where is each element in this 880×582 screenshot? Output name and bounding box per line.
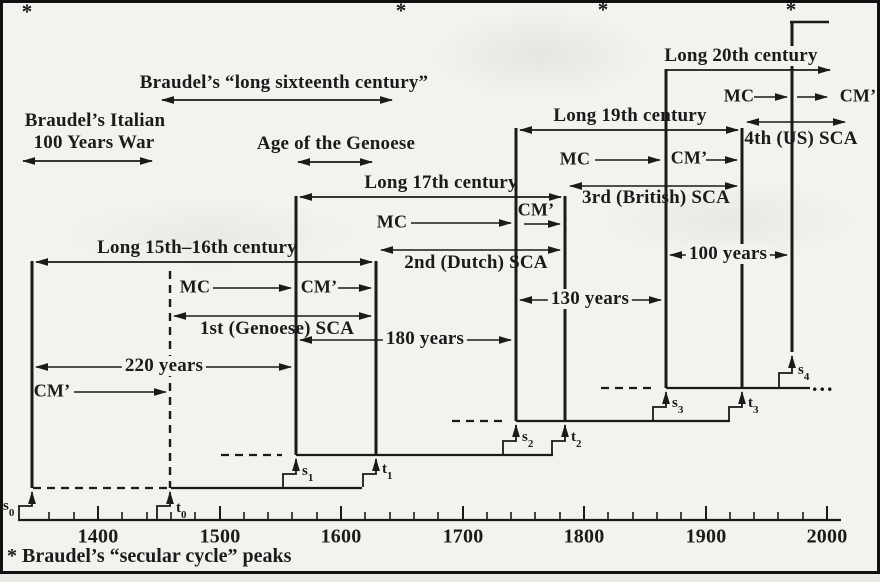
page-margin-strip [0, 574, 880, 582]
axis-year-1800: 1800 [563, 525, 605, 548]
peak-asterisk: * [395, 0, 407, 23]
label-braudel-long-sixteenth: Braudel’s “long sixteenth century” [139, 72, 429, 94]
braudel-annotation-arrows [22, 96, 393, 166]
label-long-19th-century: Long 19th century [553, 105, 707, 127]
label-cm-cycle2: CM’ [517, 199, 555, 220]
label-cm-cycle0: CM’ [33, 380, 71, 401]
label-sca-us: 4th (US) SCA [744, 128, 858, 150]
label-braudel-italian-line2: 100 Years War [33, 132, 155, 154]
label-sca-british: 3rd (British) SCA [581, 187, 731, 209]
timeline-axis [18, 506, 841, 522]
label-mc-cycle2: MC [376, 211, 408, 232]
label-sca-genoese: 1st (Genoese) SCA [199, 318, 355, 340]
phase-arrows [74, 93, 828, 396]
peak-asterisk: * [597, 0, 609, 22]
label-age-of-genoese: Age of the Genoese [256, 133, 416, 155]
label-mc-cycle1: MC [179, 276, 211, 297]
label-long-15th-16th-century: Long 15th–16th century [97, 237, 297, 259]
label-mc-cycle4: MC [723, 85, 755, 106]
label-long-20th-century: Long 20th century [661, 46, 821, 66]
axis-year-1500: 1500 [199, 525, 241, 548]
label-cm-cycle4: CM’ [839, 85, 877, 106]
marker-s0: s0 [3, 498, 15, 519]
axis-year-1700: 1700 [442, 525, 484, 548]
marker-t0: t0 [176, 500, 187, 521]
axis-year-1400: 1400 [77, 525, 119, 548]
continuation-ellipsis: ... [812, 371, 835, 396]
label-span-100-years: 100 years [685, 244, 771, 264]
label-sca-dutch: 2nd (Dutch) SCA [404, 252, 548, 274]
sca-arrows [173, 118, 846, 320]
marker-s1: s1 [302, 463, 314, 484]
axis-year-1900: 1900 [685, 525, 727, 548]
label-long-17th-century: Long 17th century [364, 172, 518, 194]
marker-t1: t1 [382, 461, 393, 482]
marker-brackets [18, 355, 796, 519]
floor-baselines [33, 386, 810, 490]
marker-t3: t3 [748, 395, 759, 416]
axis-year-2000: 2000 [806, 525, 848, 548]
marker-s3: s3 [672, 395, 684, 416]
long-century-arrows [35, 66, 831, 266]
label-cm-cycle1: CM’ [300, 276, 338, 297]
label-span-130-years: 130 years [547, 289, 633, 309]
marker-t2: t2 [571, 429, 582, 450]
peak-asterisk: * [785, 0, 797, 22]
label-span-180-years: 180 years [382, 329, 468, 349]
peak-asterisk: * [21, 0, 33, 24]
marker-s2: s2 [522, 429, 534, 450]
marker-s4: s4 [798, 362, 810, 383]
label-cm-cycle3: CM’ [670, 147, 708, 168]
label-span-220-years: 220 years [121, 356, 207, 376]
label-mc-cycle3: MC [559, 148, 591, 169]
footnote: * Braudel’s “secular cycle” peaks [7, 545, 292, 567]
label-braudel-italian-line1: Braudel’s Italian [24, 110, 166, 132]
axis-year-1600: 1600 [320, 525, 362, 548]
